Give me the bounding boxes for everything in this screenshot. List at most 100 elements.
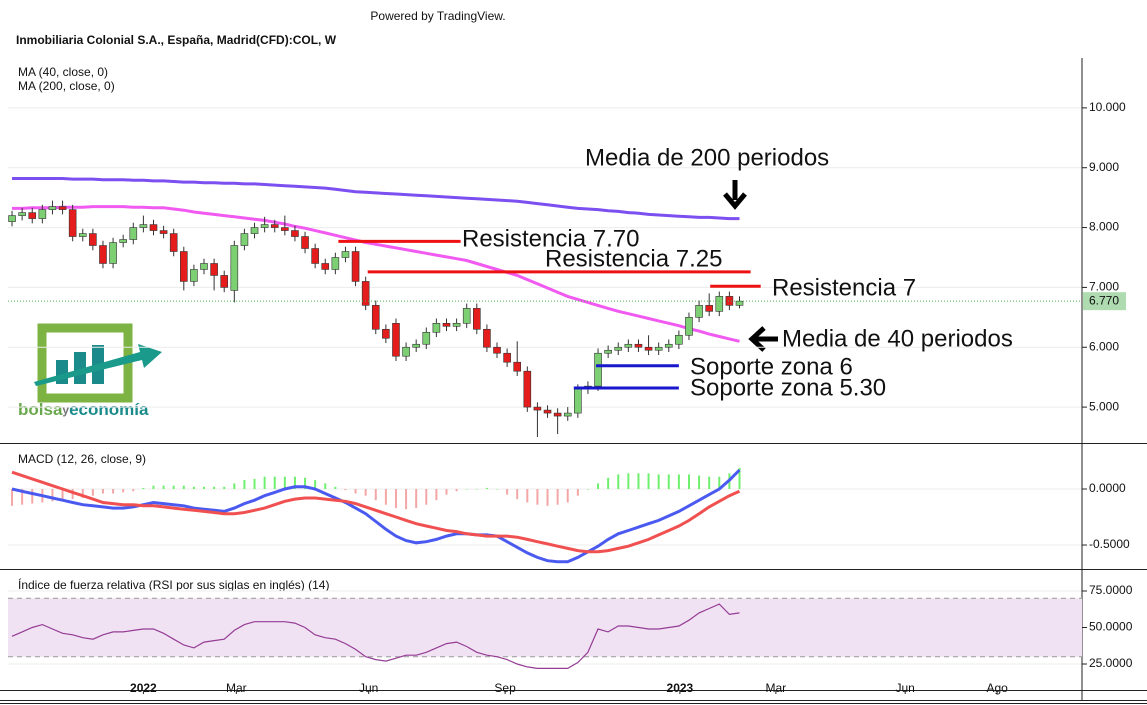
annotation: Soporte zona 5.30 xyxy=(690,374,886,401)
histogram-bar xyxy=(657,474,660,490)
candle-body xyxy=(452,323,461,327)
candle-body xyxy=(190,269,198,282)
candle-body xyxy=(18,212,26,216)
candle-body xyxy=(220,275,229,288)
x-tick-label: Jun xyxy=(359,681,378,695)
candle-body xyxy=(58,206,67,210)
histogram-bar xyxy=(718,476,721,490)
histogram-bar xyxy=(172,485,175,490)
candle-body xyxy=(634,343,643,348)
histogram-bar xyxy=(627,473,630,490)
rsi-line xyxy=(11,603,740,669)
histogram-bar xyxy=(354,489,357,494)
histogram-bar xyxy=(162,485,165,490)
candle-body xyxy=(159,230,168,234)
candle-body xyxy=(685,317,693,336)
candle-body xyxy=(644,346,653,351)
histogram-bar xyxy=(11,489,14,506)
histogram-bar xyxy=(607,477,610,490)
x-tick-label: 2023 xyxy=(667,681,694,695)
y-tick-label: 6.000 xyxy=(1089,339,1119,353)
candle-body xyxy=(99,245,107,264)
annotation: Media de 40 periodos xyxy=(782,325,1013,352)
moving-average-line xyxy=(12,205,740,343)
candle-body xyxy=(382,328,390,339)
logo-text: bolsayeconomía xyxy=(18,400,149,419)
y-tick-label: 50.0000 xyxy=(1089,620,1133,634)
histogram-bar xyxy=(21,489,24,505)
candle-body xyxy=(422,331,431,345)
candle-body xyxy=(180,251,188,282)
x-tick-label: Jun xyxy=(896,681,915,695)
histogram-bar xyxy=(526,489,529,503)
histogram-bar xyxy=(415,489,418,509)
candle-body xyxy=(523,370,532,408)
histogram-bar xyxy=(425,489,428,505)
candle-body xyxy=(392,323,400,357)
candle-body xyxy=(351,251,360,282)
histogram-bar xyxy=(677,474,680,490)
histogram-bar xyxy=(152,485,155,490)
candle-body xyxy=(68,209,77,237)
histogram-bar xyxy=(496,489,499,490)
histogram-bar xyxy=(283,476,286,490)
histogram-bar xyxy=(617,474,620,490)
histogram-bar xyxy=(597,483,600,490)
histogram-bar xyxy=(203,486,206,490)
histogram-bar xyxy=(101,489,104,494)
histogram-bar xyxy=(445,489,448,495)
x-tick-label: Mar xyxy=(766,681,787,695)
logo-arrow xyxy=(34,344,162,386)
logo-bar xyxy=(74,352,86,384)
histogram-bar xyxy=(708,476,711,490)
histogram-bar xyxy=(364,489,367,496)
candle-body xyxy=(483,328,491,348)
histogram-bar xyxy=(344,489,347,491)
candle-body xyxy=(240,233,249,246)
candle-body xyxy=(28,212,37,219)
candle-body xyxy=(543,409,552,414)
histogram-bar xyxy=(455,489,458,492)
histogram-bar xyxy=(132,489,135,492)
candle-body xyxy=(594,352,602,387)
candle-body xyxy=(503,352,511,363)
histogram-bar xyxy=(405,489,408,510)
candle-body xyxy=(331,257,340,270)
rsi-band xyxy=(8,598,1082,657)
logo: bolsayeconomía xyxy=(18,323,162,419)
last-price-label: 6.770 xyxy=(1089,293,1119,307)
candle-body xyxy=(38,209,47,219)
candle-body xyxy=(442,323,451,327)
candle-body xyxy=(129,227,138,240)
y-tick-label: -0.5000 xyxy=(1089,537,1130,551)
candle-body xyxy=(361,281,370,306)
histogram-bar xyxy=(738,467,741,490)
candle-body xyxy=(149,224,158,231)
y-tick-label: 7.000 xyxy=(1089,280,1119,294)
arrow-left xyxy=(748,326,778,352)
candle-body xyxy=(8,215,16,222)
candle-body xyxy=(230,245,239,291)
histogram-bar xyxy=(142,487,145,490)
histogram-bar xyxy=(566,489,569,503)
histogram-bar xyxy=(61,489,64,501)
candle-body xyxy=(604,349,612,354)
histogram-bar xyxy=(51,489,54,502)
candle-body xyxy=(675,334,683,345)
histogram-bar xyxy=(637,473,640,490)
candle-body xyxy=(321,263,330,270)
y-tick-label: 25.0000 xyxy=(1089,656,1133,670)
candle-body xyxy=(553,412,562,417)
histogram-bar xyxy=(253,478,256,490)
histogram-bar xyxy=(293,476,296,490)
candle-body xyxy=(281,227,289,231)
histogram-bar xyxy=(273,476,276,490)
histogram-bar xyxy=(81,489,84,498)
candle-body xyxy=(614,346,623,351)
histogram-bar xyxy=(182,485,185,490)
histogram-bar xyxy=(576,489,579,496)
x-tick-label: Ago xyxy=(986,681,1008,695)
histogram-bar xyxy=(435,489,438,501)
candle-body xyxy=(715,296,724,312)
